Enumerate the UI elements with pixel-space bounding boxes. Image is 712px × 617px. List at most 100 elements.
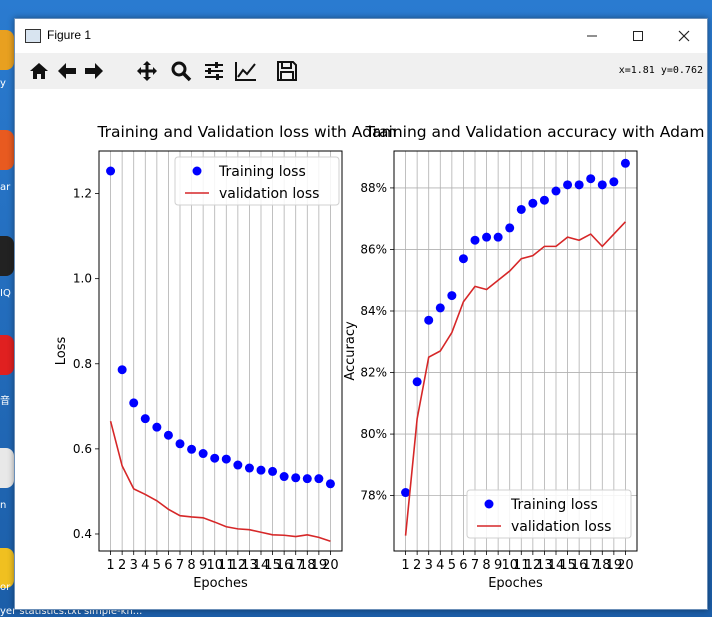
x-tick-label: 9: [199, 558, 207, 573]
desktop-app-icon[interactable]: [0, 130, 14, 170]
desktop-label: IQ: [0, 288, 11, 299]
minimize-icon: [587, 35, 597, 37]
x-tick-label: 13: [536, 558, 553, 573]
legend-label: validation loss: [219, 186, 319, 202]
figure-canvas[interactable]: 1 2 3 4 5 6 7 8 9 10 11 12 13 14 15 16 17 18 19 20 0.4 0.6 0.8…: [15, 89, 707, 609]
back-button[interactable]: [55, 58, 79, 84]
data-point: [314, 474, 324, 484]
figure-window: Figure 1: [14, 18, 708, 610]
x-tick-label: 15: [559, 558, 576, 573]
x-tick-label: 7: [176, 558, 184, 573]
zoom-icon: [171, 61, 192, 82]
x-tick-label: 10: [206, 558, 223, 573]
save-icon: [277, 61, 297, 81]
y-tick-label: 86%: [360, 242, 387, 256]
x-tick-label: 4: [141, 558, 149, 573]
data-point: [401, 488, 411, 498]
close-button[interactable]: [661, 19, 707, 53]
data-point: [620, 158, 630, 168]
series-line-1: [109, 421, 331, 542]
x-tick-label: 9: [494, 558, 502, 573]
data-point: [574, 180, 584, 190]
x-tick-label: 20: [322, 558, 339, 573]
forward-button[interactable]: [82, 58, 106, 84]
x-tick-label: 8: [187, 558, 195, 573]
x-tick-label: 7: [471, 558, 479, 573]
legend-box: [174, 156, 340, 206]
data-point: [493, 232, 503, 242]
legend-label: validation loss: [511, 519, 611, 535]
data-point: [210, 453, 220, 463]
data-point: [221, 454, 231, 464]
desktop-app-icon[interactable]: [0, 236, 14, 276]
minimize-button[interactable]: [569, 19, 615, 53]
window-icon: [25, 29, 41, 43]
desktop-app-icon[interactable]: [0, 448, 14, 488]
navigation-toolbar: x=1.81 y=0.762: [15, 53, 707, 89]
data-point: [424, 315, 434, 325]
zoom-button[interactable]: [169, 58, 193, 84]
home-button[interactable]: [27, 58, 51, 84]
y-tick-label: 0.8: [73, 357, 92, 371]
edit-axis-button[interactable]: [234, 58, 258, 84]
data-point: [152, 422, 162, 432]
data-point: [268, 466, 278, 476]
data-point: [458, 254, 468, 264]
data-point: [539, 195, 549, 205]
series-line-1: [404, 221, 627, 536]
x-tick-label: 14: [253, 558, 270, 573]
x-tick-label: 15: [264, 558, 281, 573]
x-tick-label: 11: [218, 558, 235, 573]
data-point: [140, 414, 150, 424]
data-point: [447, 291, 457, 301]
y-tick-label: 78%: [360, 489, 387, 503]
close-icon: [678, 30, 690, 42]
data-point: [175, 439, 185, 449]
data-point: [470, 235, 480, 245]
y-tick-label: 82%: [360, 366, 387, 380]
x-tick-label: 5: [153, 558, 161, 573]
desktop-app-icon[interactable]: [0, 30, 14, 70]
legend-label: Training loss: [218, 164, 306, 180]
x-tick-label: 16: [571, 558, 588, 573]
chart-title: Training and Validation loss with Adam: [96, 123, 396, 141]
x-tick-label: 12: [230, 558, 247, 573]
x-tick-label: 20: [617, 558, 634, 573]
save-button[interactable]: [275, 58, 299, 84]
x-tick-label: 19: [311, 558, 328, 573]
desktop-label: or: [0, 582, 11, 593]
desktop-app-icon[interactable]: [0, 335, 14, 375]
legend-label: Training loss: [510, 497, 598, 513]
legend-dot-marker: [484, 499, 494, 509]
x-tick-label: 18: [299, 558, 316, 573]
x-tick-label: 2: [413, 558, 421, 573]
data-point: [233, 460, 243, 470]
title-bar[interactable]: Figure 1: [15, 19, 707, 53]
pan-button[interactable]: [135, 58, 159, 84]
axes-frame: [393, 150, 638, 552]
window-title: Figure 1: [47, 28, 92, 42]
data-point: [163, 430, 173, 440]
x-tick-label: 18: [594, 558, 611, 573]
x-tick-label: 8: [482, 558, 490, 573]
x-axis-label: Epoches: [488, 576, 543, 591]
data-point: [117, 365, 127, 375]
forward-icon: [85, 63, 103, 79]
y-tick-label: 1.2: [73, 187, 92, 201]
legend-dot-marker: [192, 166, 202, 176]
taskbar-files[interactable]: yer statistics.txt simple-kn...: [0, 606, 143, 617]
y-tick-label: 80%: [360, 427, 387, 441]
data-point: [279, 472, 289, 482]
x-tick-label: 6: [459, 558, 467, 573]
data-point: [597, 180, 607, 190]
data-point: [106, 166, 116, 176]
x-tick-label: 5: [448, 558, 456, 573]
data-point: [563, 180, 573, 190]
x-tick-label: 10: [501, 558, 518, 573]
chart-title: Training and Validation accuracy with Ad…: [364, 123, 704, 141]
y-axis-label: Accuracy: [343, 321, 358, 381]
configure-subplots-button[interactable]: [202, 58, 226, 84]
maximize-button[interactable]: [615, 19, 661, 53]
desktop-app-icon[interactable]: [0, 548, 14, 588]
x-tick-label: 4: [436, 558, 444, 573]
